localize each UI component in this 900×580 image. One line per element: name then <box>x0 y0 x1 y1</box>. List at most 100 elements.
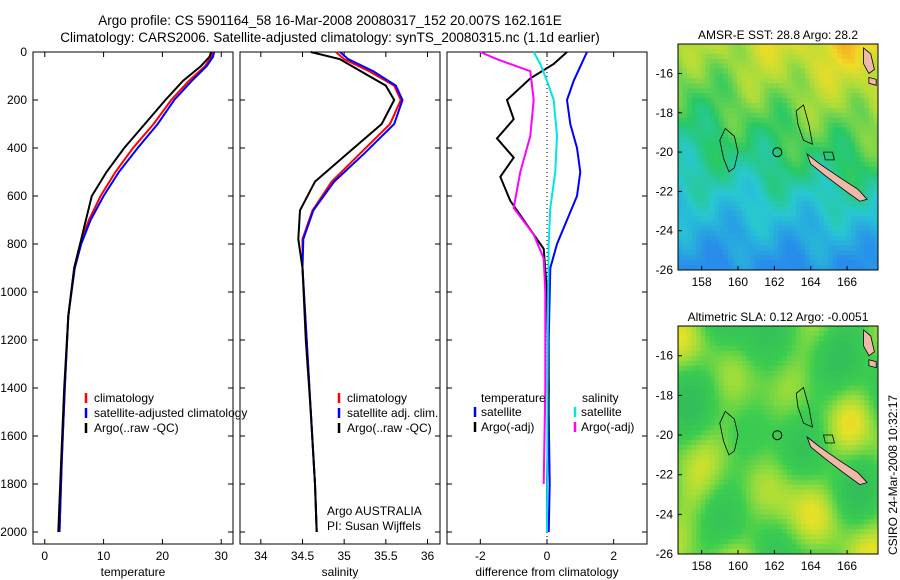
sla-map-cell <box>832 370 838 377</box>
sla-map-cell <box>832 390 838 396</box>
sst-map-cell <box>709 157 715 163</box>
sst-map-cell <box>709 117 715 124</box>
sla-map-cell <box>759 370 765 377</box>
sst-map-cell <box>841 93 847 99</box>
sla-map-cell <box>732 390 738 396</box>
sla-map-cell <box>718 459 724 466</box>
sla-map-cell <box>718 469 724 476</box>
sst-map-cell <box>700 171 706 178</box>
sst-map-cell <box>687 98 693 104</box>
sst-map-cell <box>768 98 774 104</box>
sla-map-cell <box>691 529 697 535</box>
sst-map-cell <box>873 250 878 256</box>
sla-map-cell <box>805 365 811 372</box>
sla-map-cell <box>728 331 734 337</box>
sst-map-cell <box>855 201 861 207</box>
sst-map-cell <box>696 166 702 173</box>
sst-map-cell <box>778 58 784 65</box>
sla-map-cell <box>705 355 711 362</box>
sla-map-cell <box>682 474 688 481</box>
sla-map-cell <box>846 534 852 540</box>
sla-map-cell <box>682 534 688 540</box>
sst-map-cell <box>687 260 693 266</box>
sst-map-cell <box>818 112 824 119</box>
sla-map-cell <box>682 435 688 441</box>
sst-map-cell <box>828 161 834 168</box>
sla-map-cell <box>682 360 688 367</box>
sst-map-cell <box>737 142 743 148</box>
sst-map-cell <box>700 78 706 84</box>
sla-map-cell <box>746 400 752 406</box>
sla-map-cell <box>823 519 829 525</box>
salinity-profile-legend-label: climatology <box>347 391 407 405</box>
sla-map-cell <box>818 469 824 476</box>
sst-map-cell <box>682 161 688 168</box>
sla-map-cell <box>764 425 770 431</box>
sst-map-cell <box>682 73 688 79</box>
sst-map-cell <box>873 63 878 70</box>
sst-map-cell <box>864 78 870 84</box>
sla-map-cell <box>755 539 761 545</box>
sla-map-cell <box>678 425 684 431</box>
sst-map-cell <box>718 186 724 192</box>
sst-map-cell <box>691 132 697 138</box>
sst-map-cell <box>841 206 847 212</box>
sst-map-cell <box>687 166 693 173</box>
sst-map-cell <box>768 147 774 153</box>
sla-map-cell <box>723 484 729 491</box>
sst-map-cell <box>714 240 720 246</box>
sst-map-cell <box>759 240 765 246</box>
sst-map-cell <box>750 58 756 65</box>
sst-map-cell <box>741 73 747 79</box>
sst-map-cell <box>846 157 852 163</box>
sla-map-cell <box>805 524 811 530</box>
sst-map-cell <box>855 250 861 256</box>
sla-map-cell <box>850 440 856 446</box>
sst-map-cell <box>750 181 756 188</box>
sst-map-cell <box>841 235 847 242</box>
sst-map-cell <box>705 88 711 94</box>
sla-map-cell <box>709 355 715 362</box>
sst-map-cell <box>737 137 743 143</box>
sst-map-cell <box>859 166 865 173</box>
sla-map-cell <box>864 524 870 530</box>
sla-map-cell <box>709 479 715 486</box>
sla-map-cell <box>764 331 770 337</box>
sst-map-cell <box>750 196 756 202</box>
sla-map-cell <box>737 405 743 411</box>
sst-map-cell <box>814 245 820 251</box>
sla-map-cell <box>764 440 770 446</box>
temperature-profile-ytick-label: 800 <box>7 237 27 251</box>
sst-map-cell <box>723 147 729 153</box>
sst-map-cell <box>846 132 852 138</box>
sst-map-cell <box>841 137 847 143</box>
sla-map-cell <box>750 335 756 342</box>
sst-map-cell <box>809 220 815 227</box>
sla-map-cell <box>778 360 784 367</box>
sla-map-cell <box>723 400 729 406</box>
sst-map-cell <box>728 245 734 251</box>
sla-map-cell <box>728 454 734 461</box>
sla-map-cell <box>691 400 697 406</box>
sst-map-cell <box>737 93 743 99</box>
sla-map-cell <box>859 489 865 496</box>
sst-map-cell <box>859 137 865 143</box>
sst-map-cell <box>841 122 847 129</box>
sla-map-cell <box>737 529 743 535</box>
sst-map-cell <box>796 206 802 212</box>
sla-map-cell <box>800 519 806 525</box>
sla-map-cell <box>737 519 743 525</box>
sst-map-cell <box>773 230 779 237</box>
sla-map-cell <box>746 459 752 466</box>
sst-map-cell <box>678 235 684 242</box>
sst-map-cell <box>791 220 797 227</box>
sst-map-cell <box>737 122 743 129</box>
sla-map-cell <box>764 375 770 382</box>
sla-map-cell <box>823 355 829 362</box>
sst-map-cell <box>823 186 829 192</box>
sla-map-cell <box>864 549 870 554</box>
sla-map-cell <box>837 440 843 446</box>
sla-map-cell <box>832 549 838 554</box>
sla-map-cell <box>755 400 761 406</box>
sla-map-cell <box>723 534 729 540</box>
